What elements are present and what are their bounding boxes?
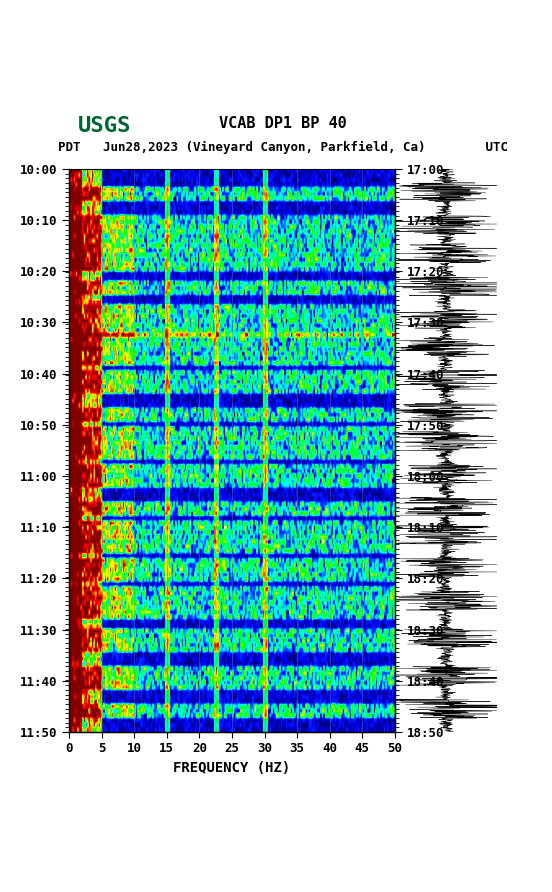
- Text: USGS: USGS: [77, 116, 131, 136]
- Text: VCAB DP1 BP 40: VCAB DP1 BP 40: [219, 116, 347, 131]
- X-axis label: FREQUENCY (HZ): FREQUENCY (HZ): [173, 761, 290, 775]
- Text: PDT   Jun28,2023 (Vineyard Canyon, Parkfield, Ca)        UTC: PDT Jun28,2023 (Vineyard Canyon, Parkfie…: [58, 141, 508, 154]
